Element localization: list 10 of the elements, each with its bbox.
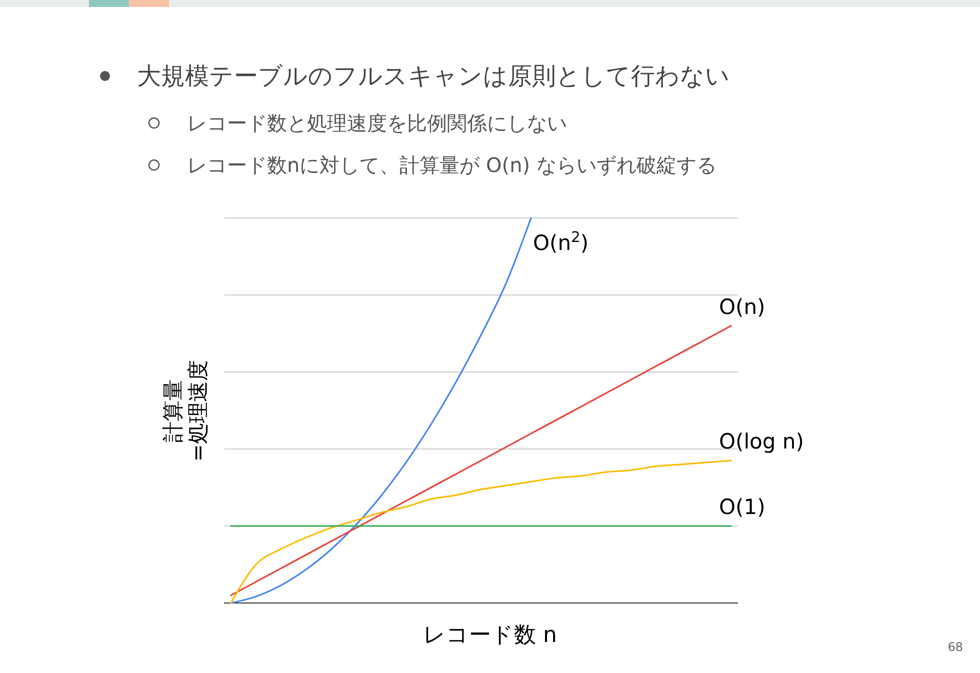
chart-title: 大規模テーブルのフルスキャンは原則として行わない [137,62,730,90]
series-label: O(n) [719,294,766,319]
series-label: O(1) [719,495,766,519]
x-axis-title: レコード数 n [423,623,557,648]
text: 68 [948,640,963,654]
series-label: O(log n) [719,430,804,454]
text: レコード数と処理速度を比例関係にしない [187,111,567,135]
series-label: O(n$^{2}$) [533,228,589,255]
text: レコード数nに対して、計算量が O(n) ならいずれ破綻する [187,153,716,177]
y-axis-title: 計算量 =処理速度 [161,360,210,462]
